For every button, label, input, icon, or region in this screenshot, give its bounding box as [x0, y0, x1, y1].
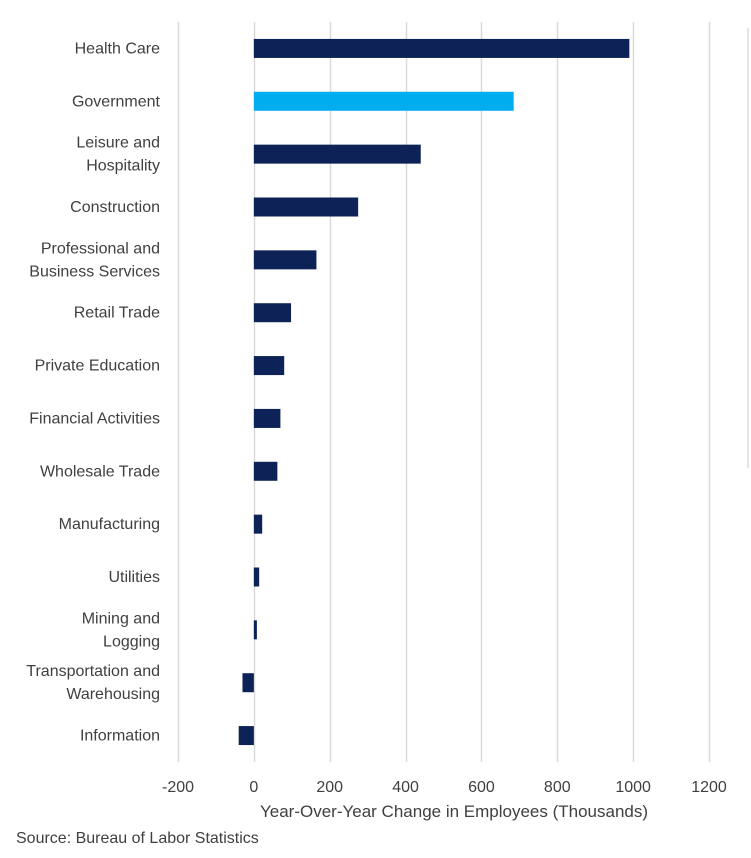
x-tick-label-7: 1200 — [691, 779, 727, 796]
category-label-4: Professional and Business Services — [29, 240, 160, 280]
category-label-12: Transportation and Warehousing — [26, 663, 160, 703]
category-label-line: Private Education — [35, 358, 160, 375]
category-label-3: Construction — [70, 199, 160, 216]
bar-8 — [253, 461, 278, 481]
bar-0 — [253, 38, 630, 58]
bar-4 — [253, 250, 317, 270]
category-label-line: Manufacturing — [59, 516, 160, 533]
x-tick-label-2: 200 — [316, 779, 343, 796]
x-tick-label-5: 800 — [544, 779, 571, 796]
x-tick-label-3: 400 — [392, 779, 419, 796]
category-label-line: Transportation and — [26, 663, 160, 680]
category-label-line: Hospitality — [86, 158, 160, 175]
category-label-1: Government — [72, 93, 161, 110]
bar-5 — [253, 303, 292, 323]
bar-2 — [253, 144, 421, 164]
bar-3 — [253, 197, 359, 217]
x-axis-title: Year-Over-Year Change in Employees (Thou… — [260, 802, 648, 821]
x-tick-label-6: 1000 — [615, 779, 651, 796]
category-label-line: Information — [80, 728, 160, 745]
bar-6 — [253, 356, 285, 376]
bar-7 — [253, 408, 281, 428]
bar-9 — [253, 514, 263, 534]
category-label-line: Mining and — [82, 610, 160, 627]
category-label-11: Mining and Logging — [82, 610, 160, 650]
x-tick-label-0: -200 — [162, 779, 194, 796]
category-label-8: Wholesale Trade — [40, 463, 160, 480]
category-label-line: Construction — [70, 199, 160, 216]
bar-10 — [253, 567, 260, 587]
category-label-7: Financial Activities — [29, 410, 160, 427]
category-label-line: Logging — [103, 633, 160, 650]
bar-1 — [253, 91, 514, 111]
x-tick-label-4: 600 — [468, 779, 495, 796]
x-tick-label-1: 0 — [249, 779, 258, 796]
category-label-line: Warehousing — [66, 686, 160, 703]
bar-11 — [253, 620, 257, 640]
adjacent-panel-edge — [747, 28, 751, 468]
category-label-line: Utilities — [108, 569, 160, 586]
category-label-0: Health Care — [75, 40, 160, 57]
category-label-line: Financial Activities — [29, 410, 160, 427]
bar-12 — [242, 673, 254, 693]
category-label-line: Retail Trade — [74, 305, 160, 322]
category-label-line: Government — [72, 93, 161, 110]
bar-chart: Health Care Government Leisure and Hospital… — [26, 22, 727, 821]
category-label-line: Business Services — [29, 263, 160, 280]
category-label-line: Leisure and — [76, 135, 160, 152]
category-label-5: Retail Trade — [74, 305, 160, 322]
category-label-10: Utilities — [108, 569, 160, 586]
bar-13 — [238, 726, 254, 746]
category-label-9: Manufacturing — [59, 516, 160, 533]
category-label-line: Wholesale Trade — [40, 463, 160, 480]
category-label-6: Private Education — [35, 358, 160, 375]
category-label-line: Health Care — [75, 40, 160, 57]
category-label-13: Information — [80, 728, 160, 745]
source-note: Source: Bureau of Labor Statistics — [16, 830, 259, 847]
category-label-line: Professional and — [41, 240, 160, 257]
category-label-2: Leisure and Hospitality — [76, 135, 160, 175]
